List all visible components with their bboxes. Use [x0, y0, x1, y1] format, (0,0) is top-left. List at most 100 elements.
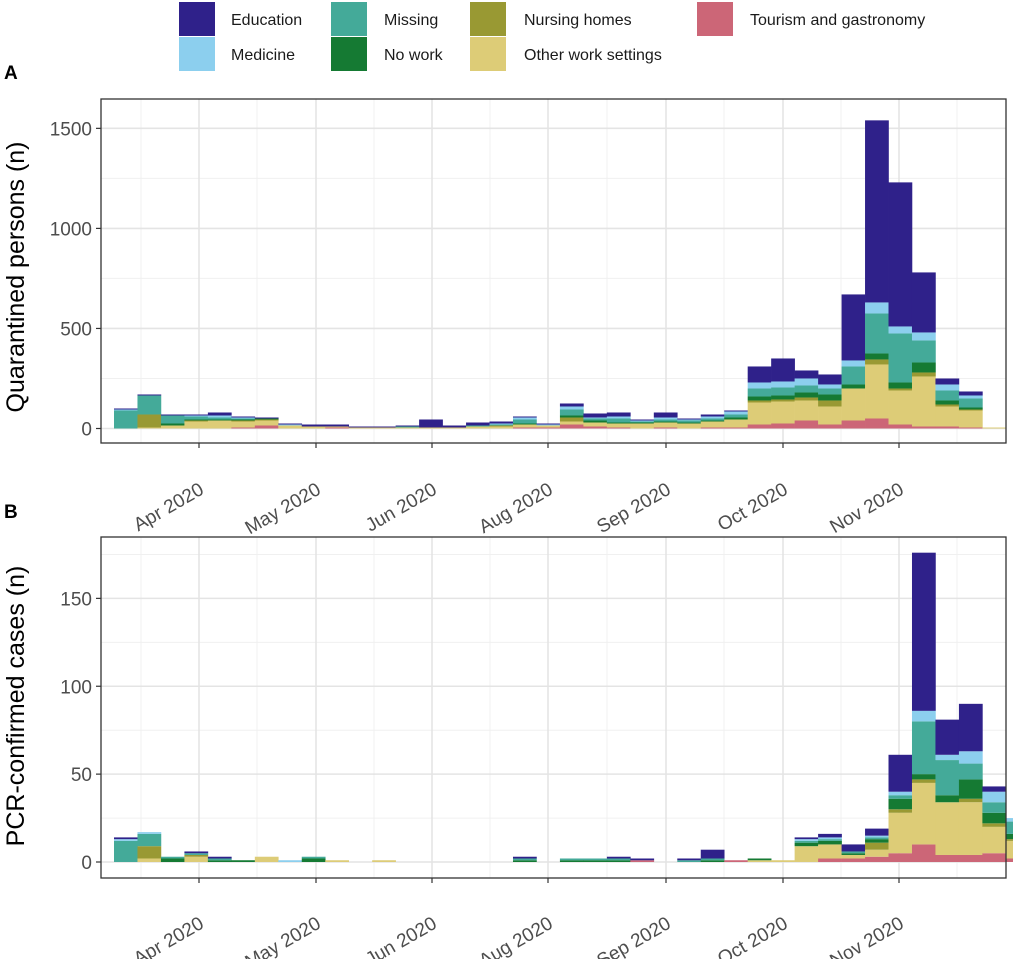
- panel-a-bar-35-tourism: [935, 426, 960, 429]
- panel-a-bar-3-education: [184, 414, 209, 416]
- panel-b-bar-1-medicine: [137, 832, 162, 834]
- panel-a-bar-29-tourism: [794, 420, 819, 429]
- panel-b-bar-19-missing: [559, 858, 584, 861]
- panel-a-bar-9-tourism: [325, 427, 349, 429]
- panel-a-bar-35-nursing: [935, 404, 960, 407]
- panel-a-bar-21-education: [606, 412, 631, 417]
- panel-a-bar-4-medicine: [207, 415, 232, 418]
- panel-b-bar-24-missing: [677, 860, 702, 862]
- panel-a-bar-6-no_work: [254, 418, 279, 420]
- panel-a-bar-6-tourism: [254, 425, 279, 429]
- panel-b-bar-35-tourism: [935, 854, 960, 862]
- panel-a-bar-37-other_work: [982, 427, 1007, 429]
- panel-a-bar-34-nursing: [911, 372, 936, 377]
- panel-a-bar-31-other_work: [841, 388, 866, 421]
- panel-b-bar-38-nursing: [1005, 839, 1013, 841]
- panel-a-bar-21-medicine: [606, 416, 631, 419]
- panel-b-bar-37-no_work: [982, 812, 1007, 824]
- panel-b-bar-37-nursing: [982, 823, 1007, 827]
- panel-a-bar-25-tourism: [700, 427, 725, 429]
- panel-b-bar-4-missing: [207, 858, 232, 861]
- panel-a-bar-19-tourism: [559, 424, 584, 429]
- panel-b-bar-3-nursing: [184, 854, 209, 857]
- panel-a-bar-10-other_work: [348, 427, 373, 429]
- panel-b-x-tick-label: Sep 2020: [594, 913, 675, 959]
- panel-b-bar-33-tourism: [888, 853, 913, 862]
- panel-b-bar-32-missing: [865, 837, 889, 840]
- panel-a-bar-5-missing: [231, 418, 256, 420]
- legend-label-missing: Missing: [384, 12, 438, 29]
- panel-a-bar-20-tourism: [583, 426, 608, 429]
- panel-a-bar-14-other_work: [442, 427, 467, 429]
- panel-a-bar-1-education: [137, 394, 162, 396]
- panel-a-bar-23-missing: [653, 419, 678, 422]
- legend: Education Medicine Missing No work Nursing h…: [179, 2, 925, 71]
- legend-swatch-missing: [331, 2, 367, 36]
- panel-a-bar-35-missing: [935, 390, 960, 401]
- panel-a-bar-29-education: [794, 370, 819, 379]
- panel-a-x-tick-label: Jun 2020: [362, 479, 440, 536]
- panel-a-bar-0-missing: [114, 410, 138, 429]
- panel-a-bar-1-nursing: [137, 414, 162, 428]
- panel-a-y-tick-label: 1500: [50, 119, 92, 140]
- panel-a-y-tick-label: 500: [60, 319, 92, 340]
- panel-a-bar-27-other_work: [747, 402, 772, 425]
- panel-a-bar-22-other_work: [630, 423, 655, 429]
- panel-b-bar-11-other_work: [372, 860, 396, 862]
- panel-a-bar-30-tourism: [818, 424, 842, 429]
- panel-b-bar-38-no_work: [1005, 833, 1013, 840]
- panel-a-bar-34-other_work: [911, 376, 936, 427]
- panel-a-bar-6-nursing: [254, 419, 279, 421]
- panel-a-bar-9-education: [325, 424, 349, 427]
- panel-b-bar-34-other_work: [911, 782, 936, 845]
- panel-a-bar-18-other_work: [536, 425, 561, 428]
- panel-a-bar-26-missing: [724, 414, 748, 418]
- panel-a-bar-34-tourism: [911, 426, 936, 429]
- panel-a-bar-23-tourism: [653, 427, 678, 429]
- legend-label-tourism: Tourism and gastronomy: [750, 12, 925, 29]
- panel-b-bar-21-no_work: [606, 860, 631, 862]
- panel-b-bar-34-tourism: [911, 844, 936, 862]
- panel-b-bar-22-education: [630, 858, 655, 861]
- panel-b-bar-35-medicine: [935, 754, 960, 761]
- panel-b-x-tick-label: May 2020: [242, 913, 325, 959]
- panel-a-bar-8-other_work: [301, 426, 326, 429]
- panel-b-x-tick-label: Aug 2020: [476, 913, 557, 959]
- panel-a-y-tick-label: 1000: [50, 219, 92, 240]
- panel-a-bar-19-medicine: [559, 406, 584, 410]
- panel-a-bar-33-education: [888, 182, 913, 327]
- panel-a-bar-36-other_work: [958, 410, 983, 428]
- panel-b-bar-24-education: [677, 858, 702, 861]
- panel-a-bar-24-missing: [677, 420, 702, 423]
- panel-a-bar-26-tourism: [724, 427, 748, 429]
- panel-a-bar-21-no_work: [606, 422, 631, 424]
- panel-b-bar-19-no_work: [559, 860, 584, 862]
- panel-b-bar-32-education: [865, 828, 889, 836]
- panel-b-bar-32-other_work: [865, 849, 889, 857]
- panel-a-bar-27-education: [747, 366, 772, 383]
- panel-a-bar-30-other_work: [818, 406, 842, 425]
- panel-a-bar-15-missing: [466, 425, 490, 427]
- legend-label-education: Education: [231, 12, 302, 29]
- panel-b-bar-0-missing: [114, 840, 138, 862]
- panel-a-bar-0-education: [114, 408, 138, 410]
- panel-a-bar-20-other_work: [583, 422, 608, 427]
- panel-a-bar-31-no_work: [841, 384, 866, 389]
- panel-a-bar-12-other_work: [395, 427, 420, 429]
- panel-b-y-tick-label: 0: [81, 853, 92, 874]
- panel-b-x-tick-label: Oct 2020: [714, 913, 791, 959]
- legend-label-other_work: Other work settings: [524, 47, 662, 64]
- panel-b-x-tick-label: Nov 2020: [827, 913, 908, 959]
- panel-b-bar-32-no_work: [865, 839, 889, 843]
- panel-a-bar-28-other_work: [771, 401, 795, 424]
- panel-a-bar-16-nursing: [489, 425, 514, 427]
- panel-a-bar-2-no_work: [160, 423, 185, 426]
- legend-label-no_work: No work: [384, 47, 444, 64]
- panel-a-bar-35-other_work: [935, 406, 960, 427]
- panel-a-x-tick-label: Apr 2020: [130, 479, 207, 536]
- panel-a-bar-3-missing: [184, 416, 209, 420]
- panel-a-bar-32-tourism: [865, 418, 889, 429]
- panel-b-bar-4-education: [207, 856, 232, 859]
- panel-b-bar-20-no_work: [583, 860, 608, 862]
- panel-a-bar-26-other_work: [724, 419, 748, 428]
